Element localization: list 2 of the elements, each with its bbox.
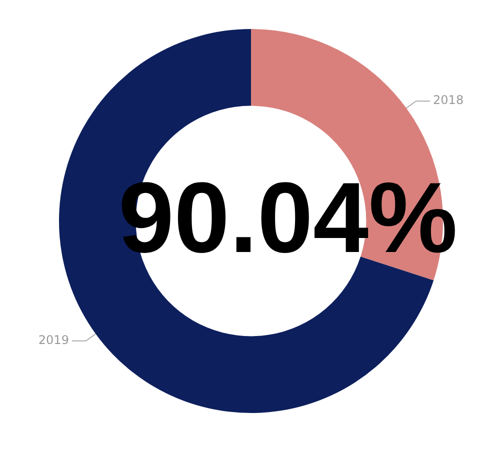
slice-label: 2018 [433,93,464,108]
slice-label: 2019 [38,333,69,348]
